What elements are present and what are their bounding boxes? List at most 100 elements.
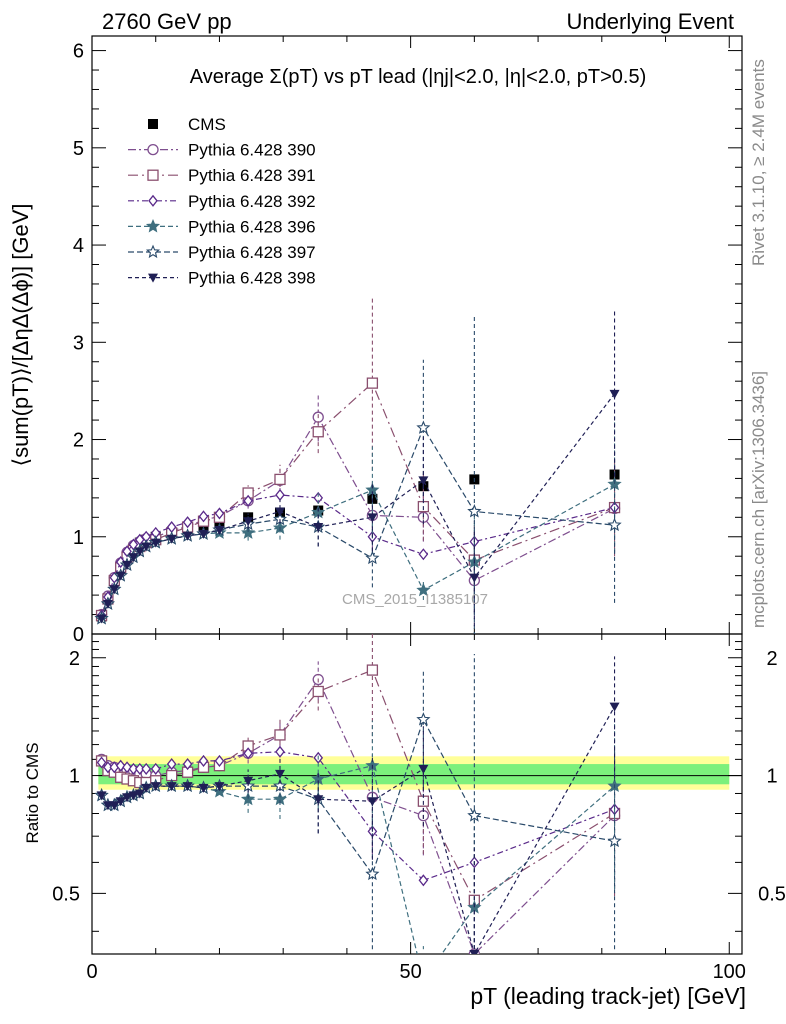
data-point: [198, 510, 209, 523]
ratio-point: [243, 776, 254, 786]
ratio-series-pythia-6-428-398: [96, 656, 620, 954]
data-point: [609, 389, 620, 399]
header-energy-label: 2760 GeV pp: [102, 9, 232, 34]
data-point: [122, 545, 132, 558]
ratio-point: [469, 950, 480, 954]
data-point: [182, 516, 193, 529]
ratio-tick-label-left: 1: [69, 766, 80, 788]
ratio-tick-label-right: 1: [766, 766, 777, 788]
ratio-y-axis-label: Ratio to CMS: [23, 742, 42, 843]
data-point: [366, 377, 379, 389]
ratio-series-layer: [94, 634, 622, 954]
legend-marker: [147, 143, 159, 156]
ratio-point: [243, 747, 253, 760]
ratio-point: [275, 745, 285, 758]
y-tick-label: 5: [73, 138, 84, 160]
data-point: [214, 507, 225, 520]
data-point: [115, 571, 126, 581]
data-point: [313, 523, 324, 533]
ratio-point: [418, 874, 429, 887]
ratio-point: [607, 833, 622, 848]
data-point: [274, 473, 286, 486]
data-point: [275, 488, 285, 501]
ratio-point: [134, 789, 145, 799]
ratio-point: [274, 769, 285, 779]
source-reference-note: mcplots.cern.ch [arXiv:1306.3436]: [749, 371, 768, 628]
x-tick-label: 100: [713, 961, 746, 983]
ratio-point: [313, 795, 324, 805]
ratio-tick-label-left: 0.5: [52, 883, 80, 905]
ratio-point: [198, 754, 209, 767]
x-tick-label: 0: [86, 961, 97, 983]
y-tick-label: 3: [73, 332, 84, 354]
ratio-point: [96, 791, 107, 801]
ratio-point: [128, 791, 139, 801]
ratio-point: [115, 759, 126, 772]
header-process-label: Underlying Event: [566, 9, 734, 34]
data-point: [469, 573, 480, 583]
rivet-version-note: Rivet 3.1.10, ≥ 2.4M events: [749, 59, 768, 266]
ratio-uncertainty-band: [98, 756, 742, 790]
data-point: [241, 525, 256, 539]
data-point: [607, 517, 622, 532]
ratio-point: [102, 801, 113, 811]
main-series-layer: [94, 295, 622, 634]
axes-ticks: 0 50 100 0 1 2 3 4 5 6 0.5 0.5 1 1 2 2: [52, 36, 786, 983]
ratio-line: [101, 678, 615, 954]
legend-label: Pythia 6.428 392: [188, 192, 316, 211]
data-point: [416, 582, 431, 597]
data-point: [182, 531, 193, 541]
series-line: [101, 426, 615, 619]
y-tick-label: 6: [73, 41, 84, 63]
legend-label: Pythia 6.428 390: [188, 141, 316, 160]
legend-marker: [145, 244, 161, 259]
x-tick-label: 50: [400, 961, 422, 983]
legend-entry: Pythia 6.428 390: [128, 141, 316, 160]
ratio-point: [109, 801, 120, 811]
series-pythia-6-428-391: [95, 295, 621, 622]
legend-marker: [145, 218, 161, 233]
data-point: [365, 550, 380, 565]
x-axis-label: pT (leading track-jet) [GeV]: [470, 983, 746, 1009]
data-point: [243, 494, 253, 507]
y-tick-label: 0: [73, 624, 84, 646]
ratio-point: [214, 754, 225, 767]
ratio-point: [128, 762, 139, 775]
ratio-point: [166, 782, 177, 792]
series-pythia-6-428-398: [96, 311, 620, 627]
data-point: [141, 542, 152, 552]
series-line: [101, 416, 615, 615]
data-point: [134, 547, 145, 557]
data-point: [122, 560, 133, 570]
y-tick-label: 4: [73, 235, 84, 257]
data-point: [109, 585, 120, 595]
ratio-point: [122, 761, 132, 774]
ratio-point: [182, 782, 193, 792]
legend-entry: Pythia 6.428 396: [128, 217, 316, 236]
legend-label: Pythia 6.428 398: [188, 269, 316, 288]
data-point: [166, 534, 177, 544]
ratio-point: [134, 762, 145, 775]
data-point: [243, 517, 254, 527]
ratio-point: [150, 762, 161, 775]
legend-marker: [148, 119, 158, 129]
legend-label: CMS: [188, 115, 226, 134]
series-pythia-6-428-390: [95, 392, 621, 621]
legend-marker: [148, 194, 158, 207]
ratio-point: [182, 758, 193, 771]
series-pythia-6-428-397: [94, 317, 622, 634]
series-line: [101, 393, 615, 619]
ratio-point: [416, 712, 431, 726]
legend-entry: CMS: [148, 115, 226, 134]
legend-entry: Pythia 6.428 398: [128, 269, 316, 288]
legend-label: Pythia 6.428 391: [188, 166, 316, 185]
ratio-line: [101, 706, 616, 954]
ratio-point: [609, 702, 620, 712]
analysis-watermark: CMS_2015_I1385107: [342, 591, 488, 608]
ratio-point: [312, 685, 324, 698]
ratio-point: [467, 808, 482, 822]
ratio-point: [96, 756, 107, 769]
series-line: [101, 382, 615, 616]
data-point: [214, 525, 225, 535]
ratio-series-pythia-6-428-390: [95, 661, 621, 954]
